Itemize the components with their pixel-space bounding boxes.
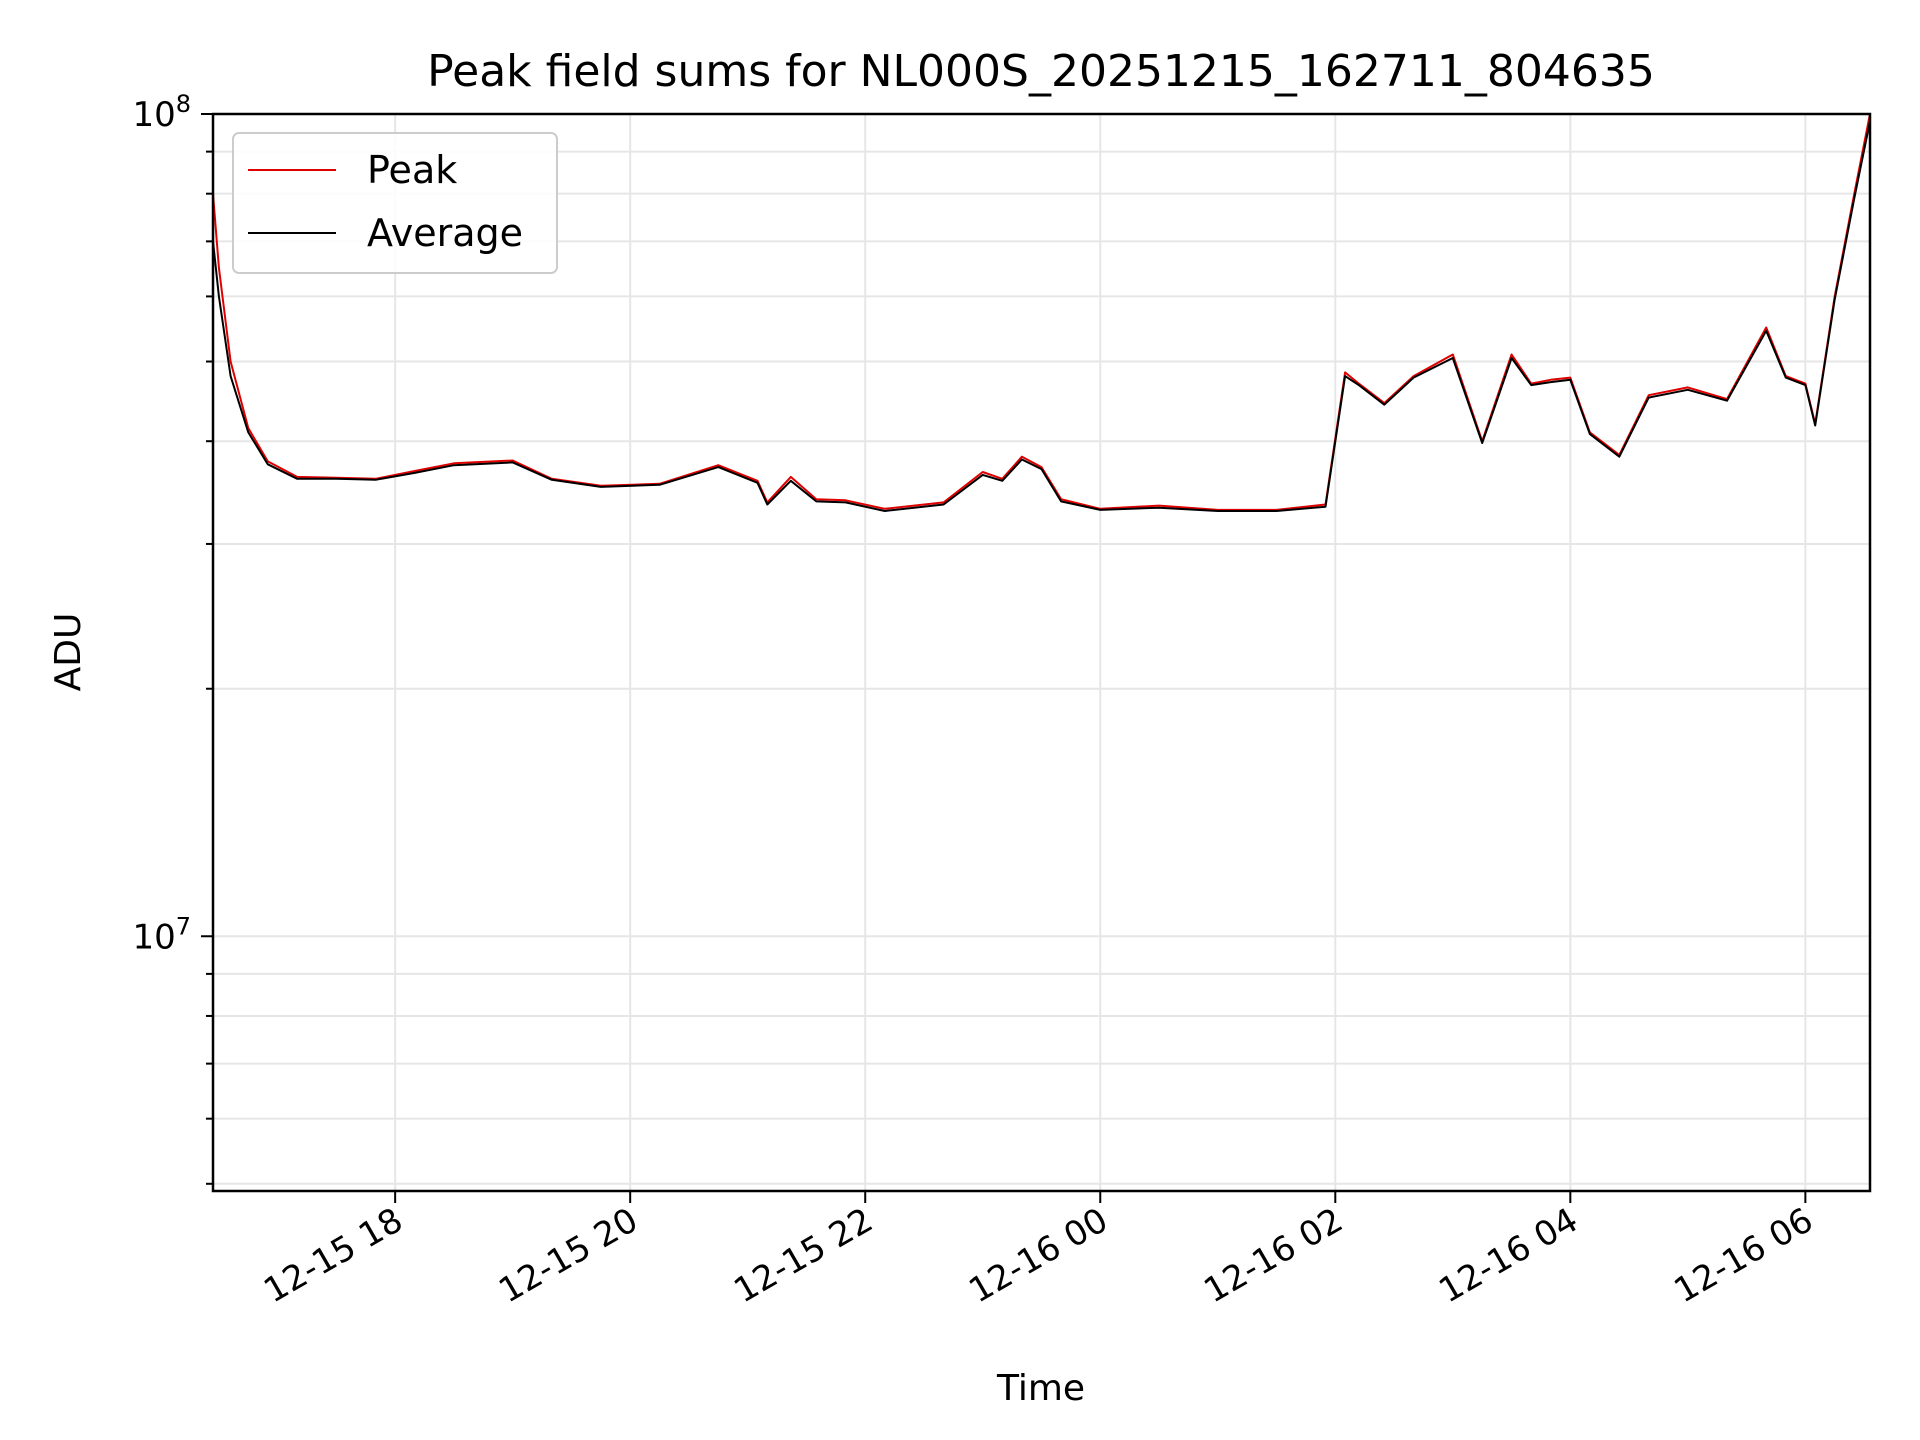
chart-title: Peak field sums for NL000S_20251215_1627…: [427, 46, 1655, 97]
y-tick-label: 107: [132, 912, 191, 957]
y-axis-label: ADU: [48, 613, 89, 692]
legend: Peak Average: [232, 132, 558, 274]
legend-box: [232, 132, 558, 274]
series-line-average: [212, 121, 1871, 512]
x-axis-label: Time: [996, 1368, 1085, 1409]
y-tick-label: 108: [132, 90, 191, 135]
legend-label-average: Average: [367, 211, 523, 255]
legend-label-peak: Peak: [367, 148, 457, 192]
plot-frame: [211, 112, 1872, 1193]
series-line-peak: [212, 113, 1871, 511]
series-layer: [212, 113, 1871, 512]
